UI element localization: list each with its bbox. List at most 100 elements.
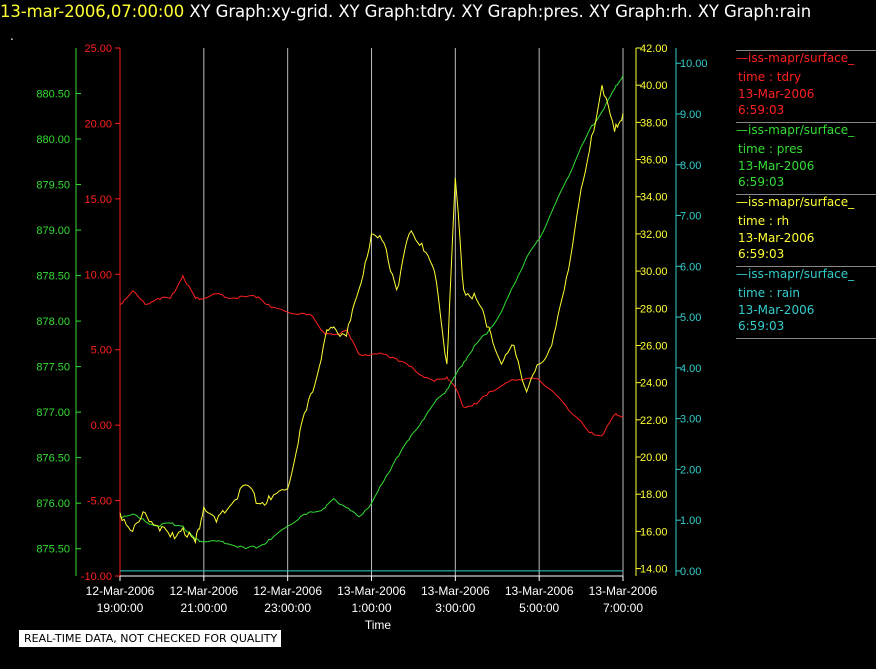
- chart-grid: [203, 48, 624, 576]
- x-axis-ticks: 12-Mar-2006 19:00:00 12-Mar-2006 21:00:00 12…: [86, 575, 658, 615]
- y-tick-label-rh: 22.00: [640, 415, 668, 427]
- y-tick-label-pres: 876.00: [36, 498, 70, 510]
- y-tick-label-pres: 878.00: [36, 316, 70, 328]
- legend-source: —iss-mapr/surface_: [736, 123, 855, 137]
- y-axis-rain: 0.00 1.00 2.00 3.00 4.00 5.00 6.00 7.00 8.00 9.00…: [675, 48, 708, 578]
- x-tick-label-time: 5:00:00: [519, 601, 559, 615]
- x-tick-label-date: 13-Mar-2006: [505, 584, 574, 598]
- series-line-tdry: [119, 274, 624, 437]
- y-tick-label-rh: 18.00: [640, 489, 668, 501]
- x-tick-label-time: 7:00:00: [603, 601, 643, 615]
- legend-item-tdry[interactable]: —iss-mapr/surface_ time : tdry 13-Mar-20…: [736, 50, 876, 122]
- legend-divider: [736, 338, 876, 339]
- legend: —iss-mapr/surface_ time : tdry 13-Mar-20…: [736, 50, 876, 338]
- legend-date: 13-Mar-2006: [738, 303, 815, 317]
- y-tick-label-pres: 878.50: [36, 271, 70, 283]
- y-tick-label-tdry: 15.00: [84, 194, 112, 206]
- y-tick-label-rh: 38.00: [640, 117, 668, 129]
- y-tick-label-pres: 876.50: [36, 453, 70, 465]
- legend-time: 6:59:03: [738, 319, 785, 333]
- status-dot: .: [10, 29, 14, 43]
- x-tick-label-date: 13-Mar-2006: [421, 584, 490, 598]
- legend-time: 6:59:03: [738, 175, 785, 189]
- y-tick-label-rain: 9.00: [680, 109, 701, 121]
- y-tick-label-rain: 0.00: [680, 566, 701, 578]
- x-tick-label-time: 1:00:00: [351, 601, 391, 615]
- graph-title-rain: XY Graph:rain: [697, 2, 812, 21]
- legend-time: 6:59:03: [738, 103, 785, 117]
- series-line-rh: [119, 85, 624, 545]
- y-tick-label-tdry: 10.00: [84, 269, 112, 281]
- legend-source: —iss-mapr/surface_: [736, 267, 855, 281]
- x-tick-label-time: 19:00:00: [97, 601, 144, 615]
- y-tick-label-rh: 20.00: [640, 452, 668, 464]
- x-tick-label-time: 21:00:00: [180, 601, 227, 615]
- y-tick-label-rain: 3.00: [680, 414, 701, 426]
- y-tick-label-tdry: 25.00: [84, 43, 112, 55]
- legend-divider: [736, 194, 876, 195]
- header-timestamp: 13-mar-2006,07:00:00: [0, 2, 185, 21]
- legend-variable: time : rh: [738, 214, 790, 228]
- x-tick-label-date: 12-Mar-2006: [169, 584, 238, 598]
- y-tick-label-rain: 10.00: [680, 58, 708, 70]
- legend-divider: [736, 50, 876, 51]
- y-tick-label-pres: 877.50: [36, 362, 70, 374]
- y-tick-label-rain: 5.00: [680, 312, 701, 324]
- legend-source: —iss-mapr/surface_: [736, 195, 855, 209]
- y-tick-label-rh: 16.00: [640, 526, 668, 538]
- y-tick-label-rain: 7.00: [680, 211, 701, 223]
- y-tick-label-rain: 2.00: [680, 464, 701, 476]
- y-tick-label-pres: 877.00: [36, 407, 70, 419]
- quality-notice: REAL-TIME DATA, NOT CHECKED FOR QUALITY: [19, 630, 282, 647]
- legend-item-rh[interactable]: —iss-mapr/surface_ time : rh 13-Mar-2006…: [736, 194, 876, 266]
- legend-item-rain[interactable]: —iss-mapr/surface_ time : rain 13-Mar-20…: [736, 266, 876, 338]
- y-tick-label-rh: 40.00: [640, 80, 668, 92]
- legend-divider: [736, 122, 876, 123]
- legend-date: 13-Mar-2006: [738, 231, 815, 245]
- window-title: 13-mar-2006,07:00:00 XY Graph:xy-grid. X…: [0, 1, 876, 27]
- legend-source: —iss-mapr/surface_: [736, 51, 855, 65]
- legend-date: 13-Mar-2006: [738, 87, 815, 101]
- graph-title-rh: XY Graph:rh.: [588, 2, 693, 21]
- y-tick-label-rain: 4.00: [680, 363, 701, 375]
- chart-axes: 875.50 876.00 876.50 877.00 877.50 878.00 878.…: [36, 43, 707, 583]
- y-tick-label-rh: 32.00: [640, 229, 668, 241]
- x-tick-label-date: 13-Mar-2006: [589, 584, 658, 598]
- y-tick-label-rh: 26.00: [640, 340, 668, 352]
- y-tick-label-rh: 34.00: [640, 192, 668, 204]
- x-tick-label-time: 3:00:00: [435, 601, 475, 615]
- y-tick-label-rain: 8.00: [680, 160, 701, 172]
- legend-variable: time : pres: [738, 142, 803, 156]
- y-axis-rh: 14.00 16.00 18.00 20.00 22.00 24.00 26.00 28.00…: [635, 43, 668, 576]
- y-tick-label-pres: 880.00: [36, 134, 70, 146]
- y-tick-label-pres: 879.50: [36, 180, 70, 192]
- legend-variable: time : tdry: [738, 70, 802, 84]
- y-axis-pres: 875.50 876.00 876.50 877.00 877.50 878.00 878.…: [36, 48, 81, 576]
- y-tick-label-tdry: 20.00: [84, 118, 112, 130]
- graph-title-tdry: XY Graph:tdry.: [338, 2, 457, 21]
- y-tick-label-tdry: -10.00: [81, 571, 112, 583]
- chart-series: [119, 75, 624, 572]
- y-tick-label-rh: 24.00: [640, 378, 668, 390]
- y-tick-label-pres: 879.00: [36, 225, 70, 237]
- x-tick-label-date: 12-Mar-2006: [86, 584, 155, 598]
- y-tick-label-rh: 42.00: [640, 43, 668, 55]
- x-axis-label: Time: [365, 618, 392, 632]
- y-tick-label-pres: 875.50: [36, 544, 70, 556]
- y-tick-label-pres: 880.50: [36, 89, 70, 101]
- y-tick-label-rain: 6.00: [680, 261, 701, 273]
- y-tick-label-rh: 14.00: [640, 564, 668, 576]
- legend-time: 6:59:03: [738, 247, 785, 261]
- series-line-pres: [119, 75, 624, 550]
- legend-variable: time : rain: [738, 286, 801, 300]
- y-tick-label-rh: 30.00: [640, 266, 668, 278]
- legend-divider: [736, 266, 876, 267]
- y-tick-label-tdry: -5.00: [87, 496, 112, 508]
- y-tick-label-tdry: 0.00: [91, 420, 112, 432]
- y-axis-tdry: -10.00 -5.00 0.00 5.00 10.00 15.00 20.00 25.00: [81, 43, 121, 583]
- graph-title-xy-grid: XY Graph:xy-grid.: [189, 2, 334, 21]
- y-tick-label-rh: 28.00: [640, 303, 668, 315]
- x-tick-label-time: 23:00:00: [264, 601, 311, 615]
- legend-item-pres[interactable]: —iss-mapr/surface_ time : pres 13-Mar-20…: [736, 122, 876, 194]
